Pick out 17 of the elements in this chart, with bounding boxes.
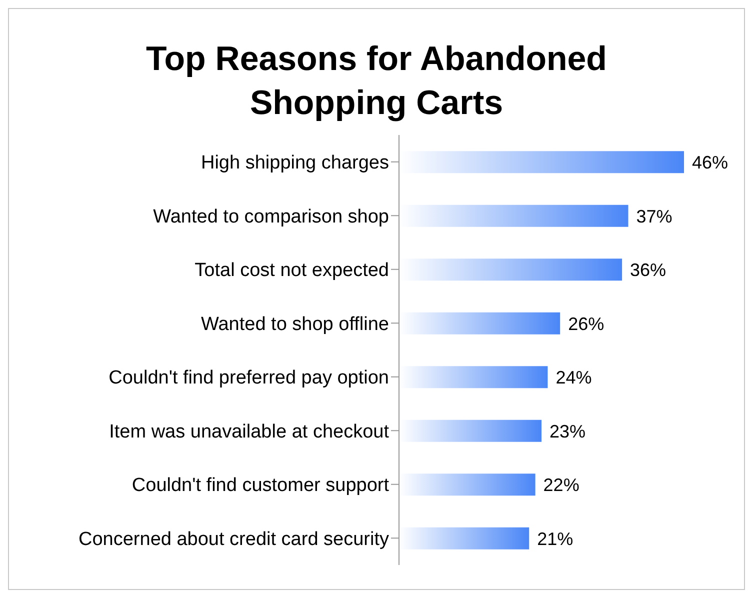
data-label: 24% — [556, 368, 592, 388]
data-label: 36% — [630, 260, 666, 280]
data-label: 23% — [550, 421, 586, 442]
y-tick-label: Item was unavailable at checkout — [109, 421, 390, 442]
data-label: 26% — [568, 314, 604, 334]
chart-title: Top Reasons for Abandoned Shopping Carts — [145, 39, 608, 124]
y-tick-label: Concerned about credit card security — [78, 528, 390, 550]
y-tick-label: High shipping charges — [200, 152, 389, 174]
data-label: 21% — [537, 528, 574, 549]
y-tick-label: Couldn't find customer support — [132, 475, 390, 496]
y-tick-label: Wanted to comparison shop — [153, 206, 389, 228]
data-label: 22% — [543, 475, 580, 496]
y-tick-label: Couldn't find preferred pay option — [108, 368, 389, 389]
data-label: 46% — [692, 152, 728, 173]
data-label: 37% — [636, 206, 672, 226]
y-tick-label: Wanted to shop offline — [200, 314, 389, 335]
y-tick-label: Total cost not expected — [194, 260, 389, 282]
